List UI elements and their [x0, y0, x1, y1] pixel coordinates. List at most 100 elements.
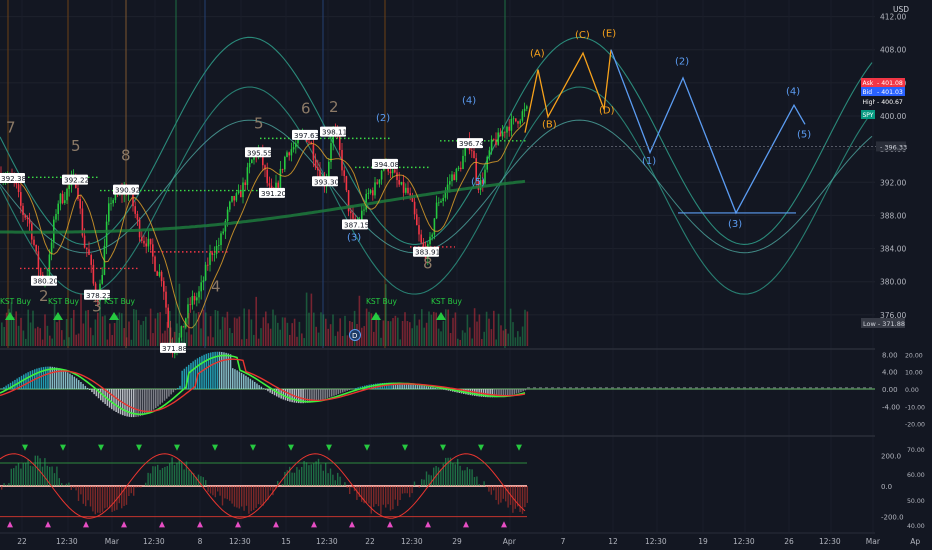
volume-bar	[15, 311, 17, 346]
oscillator-2-bar	[406, 486, 408, 494]
price-tag[interactable]: 397.63	[292, 129, 319, 140]
oscillator-bar	[181, 370, 183, 389]
oscillator-bar	[84, 385, 87, 389]
price-axis: USD412.00408.00404.00400.00396.00392.003…	[527, 0, 932, 550]
oscillator-2-bar	[106, 486, 108, 508]
oscillator-2-bar	[94, 486, 96, 515]
oscillator-bar	[313, 389, 315, 402]
buy-arrow-icon	[109, 312, 119, 320]
price-tag[interactable]: 392.22	[62, 174, 89, 185]
oscillator-bar	[496, 389, 498, 398]
volume-bar	[493, 310, 495, 346]
volume-bar	[305, 292, 308, 346]
oscillator-2-bar	[116, 486, 118, 510]
volume-bar	[77, 333, 80, 346]
wave-label-blue: (5)	[797, 130, 811, 141]
oscillator-2-bar	[173, 465, 176, 486]
candle-body	[152, 244, 154, 257]
oscillator-bar	[71, 375, 73, 389]
oscillator-bar	[141, 389, 144, 416]
oscillator-bar	[170, 389, 172, 395]
volume-bar	[279, 329, 281, 346]
oscillator-2-bar	[418, 486, 420, 488]
volume-bar	[130, 339, 133, 346]
candle-body	[165, 291, 167, 308]
oscillator-bar	[258, 385, 260, 389]
price-tag-box	[312, 176, 338, 187]
oscillator-2-bar	[121, 486, 123, 509]
candle-body	[147, 238, 150, 247]
volume-bar	[464, 332, 466, 346]
oscillator-bar	[133, 389, 135, 418]
price-tag[interactable]: 396.74	[457, 138, 485, 149]
volume-bar	[404, 312, 406, 346]
candle-body	[352, 213, 354, 219]
volume-bar	[3, 326, 5, 346]
volume-bar	[428, 311, 430, 346]
candle-body	[57, 203, 59, 215]
price-tag[interactable]: 383.91	[413, 246, 440, 257]
price-tag[interactable]: 387.15	[342, 219, 369, 230]
volume-bar	[437, 328, 440, 346]
candle-body	[286, 152, 288, 157]
oscillator-bar	[212, 352, 214, 389]
marker-down-icon	[98, 444, 104, 451]
oscillator-bar	[137, 389, 139, 417]
volume-bar	[334, 335, 337, 346]
price-tag[interactable]: 380.20	[31, 275, 59, 286]
oscillator-bar	[73, 376, 76, 389]
volume-bar	[471, 338, 473, 346]
volume-bar	[476, 321, 478, 346]
oscillator-2-bar	[253, 486, 255, 510]
price-tag[interactable]: 393.30	[312, 176, 340, 187]
oscillator-2-bar	[447, 457, 449, 486]
oscillator-2-bar	[517, 486, 519, 507]
oscillator-2-bar	[485, 486, 488, 488]
oscillator-bar	[498, 389, 500, 398]
oscillator-2-bar	[171, 457, 173, 486]
event-marker-icon[interactable]	[349, 329, 361, 341]
price-tag[interactable]: 390.92	[113, 184, 140, 195]
volume-bar	[325, 318, 327, 346]
oscillator-2-bar	[305, 462, 308, 486]
oscillator-2-bar	[53, 473, 56, 486]
price-tag[interactable]: 378.23	[84, 289, 111, 300]
volume-bar	[500, 325, 502, 346]
badge-value: - 401.08	[877, 80, 903, 87]
volume-bar	[217, 310, 219, 346]
oscillator-2-bar	[483, 481, 485, 486]
price-tag[interactable]: 394.08	[372, 158, 400, 169]
marker-down-icon	[212, 444, 218, 451]
price-tag[interactable]: 398.11	[320, 126, 347, 137]
volume-bar	[121, 313, 123, 346]
price-tag[interactable]: 392.38	[0, 172, 27, 183]
candle-body	[442, 197, 444, 202]
oscillator-2-bar	[238, 486, 240, 509]
candle-body	[284, 156, 286, 170]
volume-bar	[394, 315, 397, 346]
oscillator-bar	[419, 385, 421, 389]
volume-bar	[226, 311, 229, 346]
oscillator-2-bar	[339, 476, 341, 486]
oscillator-2-bar	[3, 483, 5, 486]
oscillator-2-bar	[41, 466, 44, 486]
x-tick-label: 29	[452, 537, 462, 546]
osc1-left-tick: 0.00	[882, 386, 898, 394]
candle-body	[244, 182, 246, 186]
oscillator-bar	[388, 382, 390, 389]
volume-bar	[392, 318, 394, 346]
wave-label-orange: (E)	[602, 28, 616, 39]
current-price-badge: - 396.33	[527, 141, 907, 152]
oscillator-2-bar	[80, 486, 82, 495]
price-tag[interactable]: 391.20	[259, 187, 287, 198]
oscillator-bar	[194, 359, 197, 389]
volume-bar	[490, 329, 493, 346]
volume-bar	[433, 311, 435, 346]
price-tag[interactable]: 371.88	[160, 342, 188, 353]
volume-bar	[145, 316, 147, 346]
price-tag[interactable]: 395.55	[245, 147, 272, 158]
buy-arrow-icon	[371, 312, 381, 320]
buy-arrow-icon	[436, 312, 446, 320]
osc1-left-tick: -4.00	[882, 403, 900, 411]
